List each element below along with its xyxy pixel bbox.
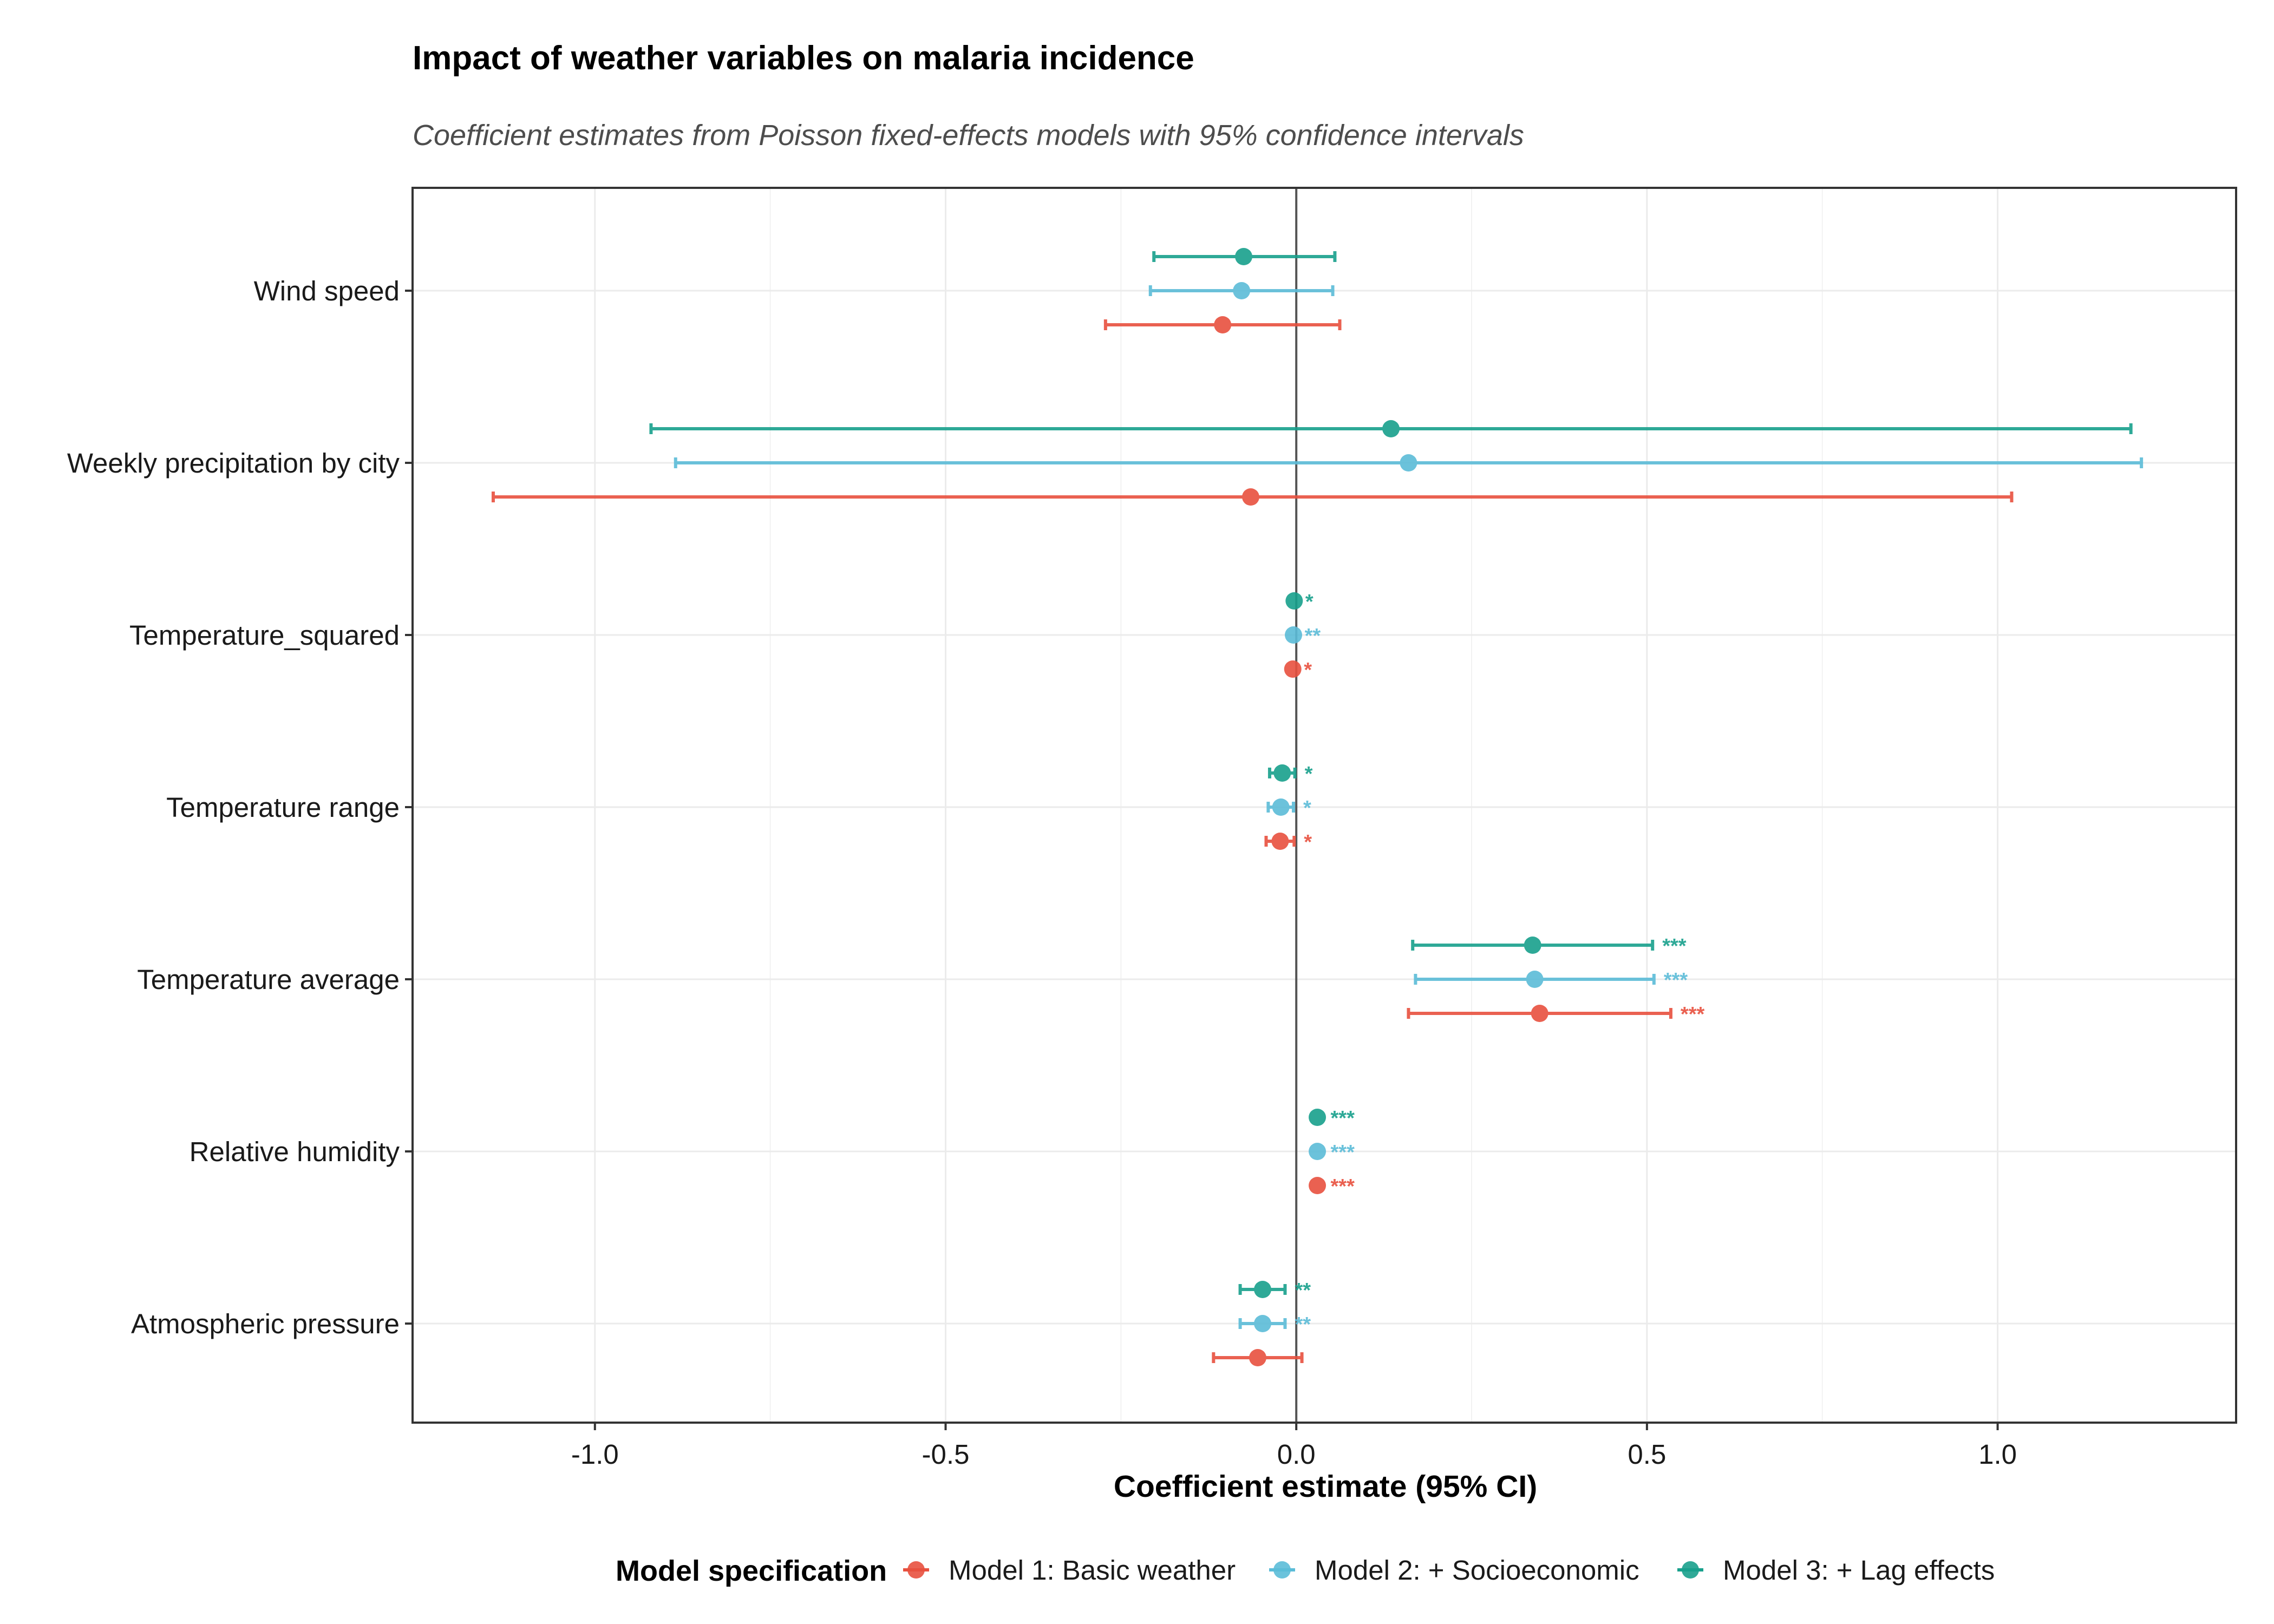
grid-layer (413, 188, 2236, 1423)
panel-border (411, 187, 2237, 1424)
significance-label: ** (1305, 625, 1321, 647)
x-tick-label: -0.5 (922, 1439, 970, 1470)
x-axis-label: Coefficient estimate (95% CI) (1114, 1469, 1537, 1504)
x-tick-label: 0.5 (1628, 1439, 1666, 1470)
y-tick-label: Temperature average (137, 964, 400, 995)
legend-key-point (907, 1561, 925, 1579)
y-tick-label: Atmospheric pressure (131, 1308, 400, 1339)
series-group: ********** (649, 248, 2133, 1302)
significance-label: *** (1662, 935, 1687, 958)
significance-label: *** (1681, 1003, 1705, 1026)
series-group: *********** (674, 282, 2144, 1336)
estimate-point (1249, 1349, 1266, 1366)
estimate-point (1526, 971, 1544, 988)
y-tick-label: Weekly precipitation by city (67, 448, 400, 479)
significance-label: ** (1295, 1279, 1311, 1302)
x-tick-label: 0.0 (1277, 1439, 1316, 1470)
legend-label: Model 1: Basic weather (949, 1555, 1236, 1586)
estimate-point (1235, 248, 1253, 265)
estimate-point (1531, 1005, 1548, 1022)
estimate-point (1309, 1109, 1327, 1126)
series-group: ******** (491, 316, 2014, 1366)
estimate-point (1273, 764, 1291, 782)
chart-subtitle: Coefficient estimates from Poisson fixed… (413, 119, 1524, 152)
estimate-point (1285, 626, 1303, 644)
significance-label: * (1303, 797, 1311, 820)
estimate-point (1241, 488, 1259, 506)
estimate-point (1254, 1281, 1272, 1298)
significance-label: *** (1331, 1141, 1355, 1164)
significance-label: *** (1664, 969, 1688, 992)
chart-title: Impact of weather variables on malaria i… (413, 40, 1194, 77)
significance-label: *** (1331, 1175, 1355, 1198)
x-tick-label: 1.0 (1978, 1439, 2017, 1470)
estimate-point (1233, 282, 1251, 299)
legend-title: Model specification (616, 1555, 887, 1587)
estimate-point (1400, 454, 1417, 472)
x-tick-label: -1.0 (571, 1439, 619, 1470)
significance-label: ** (1295, 1313, 1311, 1336)
legend-label: Model 2: + Socioeconomic (1315, 1555, 1639, 1586)
panel-background (413, 188, 2236, 1423)
estimate-point (1284, 660, 1302, 678)
estimate-point (1524, 937, 1541, 954)
marks-layer: ***************************** (491, 248, 2144, 1366)
legend-label: Model 3: + Lag effects (1723, 1555, 1995, 1586)
legend-entry: Model 2: + Socioeconomic (1269, 1555, 1639, 1586)
estimate-point (1382, 420, 1400, 437)
estimate-point (1271, 833, 1289, 850)
estimate-point (1309, 1177, 1327, 1194)
legend-entry: Model 1: Basic weather (903, 1555, 1236, 1586)
estimate-point (1254, 1315, 1272, 1332)
significance-label: * (1305, 763, 1313, 785)
legend-entry: Model 3: + Lag effects (1677, 1555, 1995, 1586)
legend: Model specification Model 1: Basic weath… (616, 1555, 1995, 1587)
significance-label: * (1304, 831, 1312, 854)
significance-label: * (1304, 659, 1312, 682)
estimate-point (1309, 1143, 1327, 1160)
y-tick-label: Relative humidity (190, 1136, 400, 1167)
estimate-point (1272, 798, 1290, 816)
legend-key-point (1682, 1561, 1699, 1579)
significance-label: * (1305, 591, 1314, 613)
y-tick-label: Temperature_squared (129, 620, 400, 651)
axis-layer: Wind speed Weekly precipitation by city Te… (67, 276, 2017, 1470)
estimate-point (1285, 592, 1303, 610)
legend-key-point (1273, 1561, 1291, 1579)
y-tick-label: Temperature range (166, 792, 400, 823)
y-tick-label: Wind speed (254, 276, 400, 306)
significance-label: *** (1331, 1107, 1355, 1130)
estimate-point (1214, 316, 1232, 333)
